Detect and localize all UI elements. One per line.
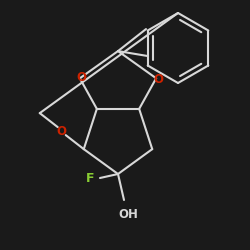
Text: O: O: [153, 73, 163, 86]
Text: O: O: [57, 124, 67, 138]
Text: F: F: [86, 172, 94, 186]
Text: O: O: [77, 71, 87, 84]
Text: OH: OH: [118, 208, 138, 220]
